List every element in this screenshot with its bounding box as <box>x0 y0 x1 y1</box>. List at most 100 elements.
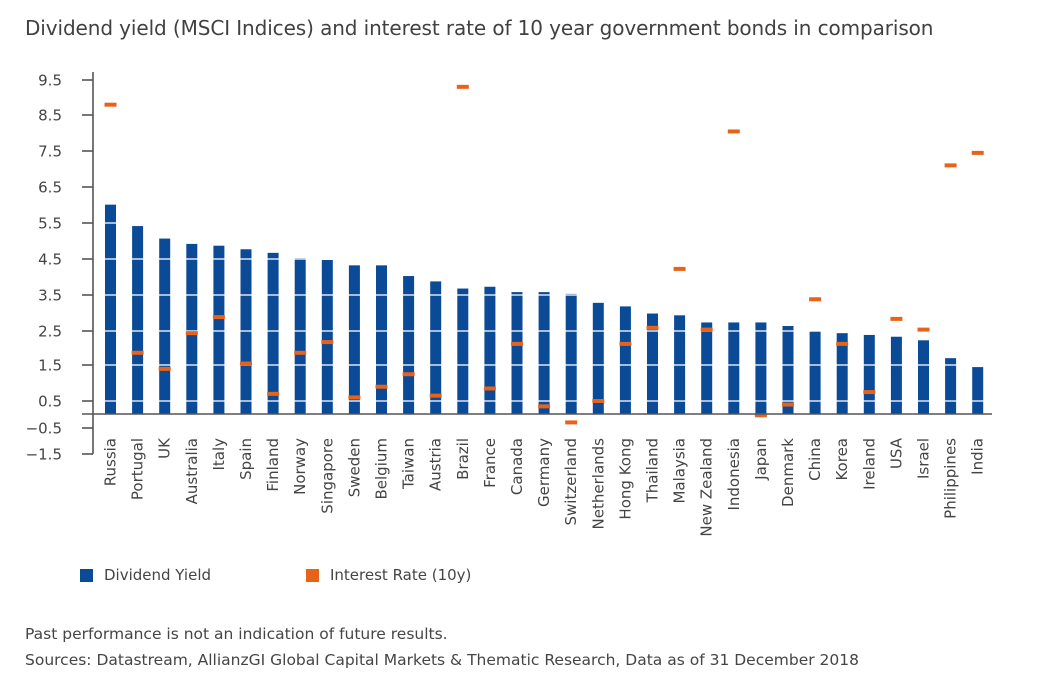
interest-rate-marker <box>267 391 280 396</box>
category-label: Taiwan <box>400 438 418 490</box>
dividend-yield-bar <box>945 358 957 414</box>
category-label: USA <box>887 437 905 469</box>
category-label: Thailand <box>644 438 662 503</box>
interest-rate-marker <box>782 402 794 407</box>
dividend-yield-bar <box>403 276 415 414</box>
category-label: Singapore <box>318 438 336 514</box>
gridlines <box>94 79 992 402</box>
dividend-yield-bar <box>294 258 306 414</box>
category-label: Russia <box>102 438 120 486</box>
category-label: Finland <box>264 438 282 492</box>
category-label: Hong Kong <box>616 438 634 520</box>
y-tick-label: 4.5 <box>38 251 62 269</box>
category-label: Norway <box>291 438 309 495</box>
dividend-yield-bar <box>430 281 442 414</box>
category-label: Philippines <box>942 438 960 519</box>
dividend-yield-bar <box>132 226 144 414</box>
category-label: Israel <box>915 438 933 479</box>
category-label: France <box>481 438 499 488</box>
category-label: Denmark <box>779 438 797 507</box>
category-label: Indonesia <box>725 438 743 511</box>
interest-rate-marker <box>917 327 930 332</box>
category-label: Spain <box>237 438 255 480</box>
dividend-yield-bar <box>457 288 469 414</box>
dividend-yield-bar <box>809 331 821 414</box>
y-tick-label: 6.5 <box>38 179 62 197</box>
dividend-yield-bar <box>782 326 794 414</box>
dividend-yield-bar <box>565 293 577 414</box>
category-labels: Russia Portugal UK Australia Italy Spain Finla… <box>102 437 987 537</box>
dividend-yield-bar <box>484 286 496 414</box>
interest-rate-marker <box>104 102 117 107</box>
dividend-yield-bar <box>213 245 225 414</box>
interest-rate-marker <box>565 420 578 425</box>
interest-rate-marker <box>483 386 496 391</box>
y-tick-label: 7.5 <box>38 143 62 161</box>
interest-rate-marker <box>538 404 551 409</box>
disclaimer-note: Past performance is not an indication of… <box>25 625 448 643</box>
category-label: Italy <box>210 438 228 471</box>
interest-rate-markers <box>104 84 984 425</box>
dividend-yield-bar <box>592 302 604 414</box>
y-tick-label: 2.5 <box>38 323 62 341</box>
category-label: Netherlands <box>589 438 607 530</box>
interest-rate-marker <box>809 297 822 302</box>
dividend-yield-bar <box>755 322 767 414</box>
interest-rate-marker <box>375 384 388 389</box>
interest-rate-marker <box>212 315 225 320</box>
interest-rate-marker <box>646 325 659 330</box>
interest-rate-marker <box>673 266 686 271</box>
interest-rate-marker <box>619 341 632 346</box>
legend-label-dividend-yield: Dividend Yield <box>104 566 212 584</box>
dividend-yield-bar <box>511 292 523 414</box>
interest-rate-marker <box>185 331 198 336</box>
category-label: Malaysia <box>671 438 689 504</box>
interest-rate-marker <box>429 393 442 398</box>
interest-rate-marker <box>456 84 469 89</box>
interest-rate-marker <box>240 361 252 366</box>
dividend-yield-bar <box>701 322 713 414</box>
dividend-yield-bar <box>348 265 360 414</box>
legend-item-dividend-yield: Dividend Yield <box>80 566 211 584</box>
y-tick-label: 0.5 <box>38 393 62 411</box>
category-label: Brazil <box>454 438 472 480</box>
dividend-yield-bar <box>836 333 848 414</box>
category-label: Korea <box>833 438 851 481</box>
interest-rate-marker <box>727 129 740 134</box>
legend-swatch-interest-rate <box>306 568 319 582</box>
interest-rate-marker <box>700 327 713 332</box>
interest-rate-marker <box>944 163 957 168</box>
interest-rate-marker <box>348 395 361 400</box>
interest-rate-marker <box>402 372 415 377</box>
dividend-yield-bar <box>972 367 984 414</box>
interest-rate-marker <box>863 390 876 395</box>
y-tick-label: 8.5 <box>38 107 62 125</box>
sources-note: Sources: Datastream, AllianzGI Global Ca… <box>25 651 859 669</box>
interest-rate-marker <box>971 150 984 155</box>
y-tick-label: −0.5 <box>26 420 62 438</box>
dividend-yield-bar <box>863 334 875 414</box>
interest-rate-marker <box>321 340 334 345</box>
category-label: Canada <box>508 438 526 495</box>
dividend-yield-bar <box>105 204 116 414</box>
category-label: Switzerland <box>562 438 580 526</box>
dividend-yield-bar <box>619 306 631 414</box>
category-label: Ireland <box>860 438 878 490</box>
dividend-yield-bar <box>728 322 740 414</box>
dividend-yield-bar <box>918 340 929 414</box>
legend-item-interest-rate: Interest Rate (10y) <box>306 566 471 584</box>
y-tick-label: 1.5 <box>38 357 62 375</box>
category-label: Belgium <box>373 438 391 500</box>
legend-swatch-dividend-yield <box>80 568 93 582</box>
y-tick-label: 5.5 <box>38 215 62 233</box>
interest-rate-marker <box>890 316 903 321</box>
category-label: Sweden <box>345 438 363 497</box>
interest-rate-marker <box>131 350 144 355</box>
category-label: China <box>806 438 824 481</box>
interest-rate-marker <box>592 399 605 403</box>
category-label: Japan <box>752 438 770 481</box>
dividend-yield-bar <box>890 336 902 414</box>
dividend-yield-bars <box>105 204 984 414</box>
y-axis: 9.5 8.5 7.5 6.5 5.5 4.5 3.5 2.5 1.5 0.5 −0.5 −1.5 <box>26 72 94 464</box>
dividend-yield-bar <box>159 238 171 414</box>
